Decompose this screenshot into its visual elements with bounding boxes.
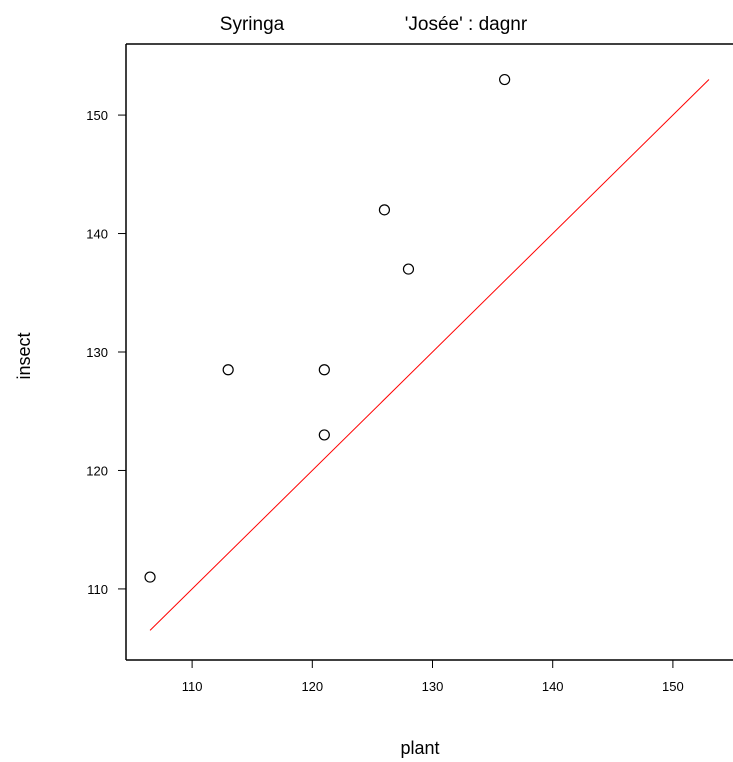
x-tick-label: 150 — [662, 679, 684, 694]
chart-title-right: 'Josée' : dagnr — [405, 14, 528, 35]
y-tick-label: 110 — [87, 582, 108, 597]
x-tick-label: 130 — [422, 679, 444, 694]
data-point — [222, 364, 234, 376]
reference-line — [149, 79, 710, 631]
y-axis-ticks: 110 120 130 140 150 — [86, 108, 126, 597]
y-tick-label: 120 — [86, 463, 108, 478]
chart-title-left: Syringa — [220, 14, 285, 35]
x-axis-label: plant — [400, 738, 439, 758]
data-point — [318, 429, 330, 441]
x-tick-label: 110 — [182, 679, 203, 694]
x-tick-label: 120 — [301, 679, 323, 694]
x-axis-ticks: 110 120 130 140 150 — [182, 660, 684, 694]
y-axis-label: insect — [14, 332, 34, 379]
data-point — [402, 263, 415, 275]
data-point — [499, 73, 511, 86]
data-points — [144, 73, 511, 583]
y-tick-label: 150 — [86, 108, 108, 123]
data-point — [318, 364, 330, 376]
x-tick-label: 140 — [542, 679, 564, 694]
y-tick-label: 130 — [86, 345, 108, 360]
data-point — [378, 204, 391, 216]
data-point — [144, 571, 156, 583]
y-tick-label: 140 — [86, 227, 108, 242]
